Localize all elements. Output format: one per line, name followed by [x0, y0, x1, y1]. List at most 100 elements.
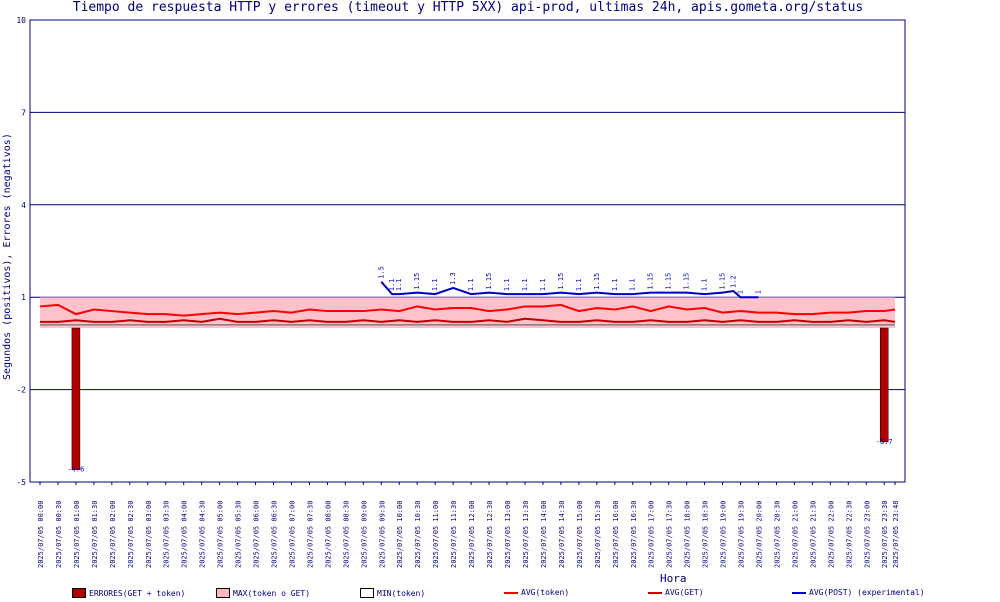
legend-swatch-avg-get	[648, 591, 662, 594]
post-data-label: 1.15	[413, 273, 421, 290]
x-tick-label: 2025/07/05 13:00	[504, 501, 512, 568]
legend-label-avg-token: AVG(token)	[521, 588, 570, 597]
x-tick-label: 2025/07/05 06:00	[253, 501, 261, 568]
y-tick-label: 10	[16, 16, 26, 25]
legend-label-errores: ERRORES(GET + token)	[89, 588, 186, 598]
legend-item-avg-get: AVG(GET)	[648, 588, 704, 597]
x-tick-label: 2025/07/05 09:30	[378, 501, 386, 568]
x-axis-label: Hora	[660, 572, 687, 585]
post-data-label: 1.2	[729, 275, 737, 288]
legend-swatch-errores	[72, 588, 86, 598]
x-tick-label: 2025/07/05 14:00	[540, 501, 548, 568]
x-tick-label: 2025/07/05 00:30	[55, 501, 63, 568]
plot-frame	[29, 19, 906, 483]
series-band-max	[40, 297, 895, 328]
y-tick-label: -2	[16, 386, 26, 395]
x-tick-label: 2025/07/05 19:00	[720, 501, 728, 568]
x-tick-label: 2025/07/05 13:30	[522, 501, 530, 568]
x-tick-label: 2025/07/05 09:00	[360, 501, 368, 568]
x-tick-label: 2025/07/05 18:00	[684, 501, 692, 568]
post-data-label: 1.5	[377, 266, 385, 279]
series-line-2	[40, 317, 896, 323]
post-data-label: 1.15	[557, 273, 565, 290]
x-tick-label: 2025/07/05 18:30	[702, 501, 710, 568]
x-tick-label: 2025/07/05 07:00	[288, 501, 296, 568]
post-data-label: 1.15	[665, 273, 673, 290]
x-tick-label: 2025/07/05 21:30	[809, 501, 817, 568]
x-tick-label: 2025/07/05 02:30	[127, 501, 135, 568]
x-tick-label: 2025/07/05 11:00	[432, 501, 440, 568]
y-tick-label: -5	[16, 478, 26, 487]
x-tick-label: 2025/07/05 06:30	[271, 501, 279, 568]
x-tick-label: 2025/07/05 05:00	[217, 501, 225, 568]
x-tick-label: 2025/07/05 12:00	[468, 501, 476, 568]
y-tick-label: 7	[21, 108, 26, 117]
legend-swatch-avg-token	[504, 591, 518, 594]
post-data-label: 1.1	[629, 278, 637, 291]
x-tick-label: 2025/07/05 22:00	[827, 501, 835, 568]
x-tick-label: 2025/07/05 17:00	[648, 501, 656, 568]
x-tick-label: 2025/07/05 03:00	[145, 501, 153, 568]
x-tick-label: 2025/07/05 14:30	[558, 501, 566, 568]
post-data-label: 1.1	[395, 278, 403, 291]
legend-label-max: MAX(token o GET)	[233, 588, 311, 598]
x-tick-label: 2025/07/05 23:48	[892, 501, 900, 568]
x-tick-label: 2025/07/05 10:00	[396, 501, 404, 568]
error-bar-label: -4.6	[67, 466, 84, 474]
legend-label-avg-post: AVG(POST) (experimental)	[809, 588, 925, 597]
y-tick-label: 4	[21, 201, 26, 210]
x-tick-label: 2025/07/05 21:00	[791, 501, 799, 568]
legend-swatch-avg-post	[792, 591, 806, 594]
post-data-label: 1.1	[521, 278, 529, 291]
x-tick-label: 2025/07/05 08:30	[342, 501, 350, 568]
x-tick-label: 2025/07/05 08:00	[324, 501, 332, 568]
x-tick-label: 2025/07/05 04:00	[181, 501, 189, 568]
x-tick-label: 2025/07/05 16:30	[630, 501, 638, 568]
legend-swatch-max	[216, 588, 230, 598]
x-tick-label: 2025/07/05 05:30	[235, 501, 243, 568]
post-data-label: 1.15	[593, 273, 601, 290]
post-data-label: 1.1	[388, 278, 396, 291]
chart-title: Tiempo de respuesta HTTP y errores (time…	[72, 0, 864, 15]
post-data-label: 1.15	[719, 273, 727, 290]
error-bar-label: -3.7	[876, 438, 893, 446]
x-tick-label: 2025/07/05 10:30	[414, 501, 422, 568]
post-data-label: 1.1	[503, 278, 511, 291]
post-data-label: 1.1	[575, 278, 583, 291]
x-tick-label: 2025/07/05 03:30	[163, 501, 171, 568]
post-data-label: 1.3	[449, 272, 457, 285]
legend-item-max: MAX(token o GET)	[216, 588, 310, 598]
legend-label-min: MIN(token)	[377, 588, 426, 598]
x-tick-label: 2025/07/05 15:30	[594, 501, 602, 568]
x-tick-label: 2025/07/05 17:30	[666, 501, 674, 568]
x-tick-label: 2025/07/05 12:30	[486, 501, 494, 568]
x-tick-label: 2025/07/05 15:00	[576, 501, 584, 568]
x-tick-label: 2025/07/05 23:00	[863, 501, 871, 568]
x-tick-label: 2025/07/05 04:30	[199, 501, 207, 568]
legend-item-min: MIN(token)	[360, 588, 425, 598]
post-data-label: 1.1	[611, 278, 619, 291]
x-tick-label: 2025/07/05 01:00	[73, 501, 81, 568]
legend-swatch-min	[360, 588, 374, 598]
legend-label-avg-get: AVG(GET)	[665, 588, 704, 597]
x-tick-label: 2025/07/05 22:30	[845, 501, 853, 568]
x-tick-label: 2025/07/05 01:30	[91, 501, 99, 568]
post-data-label: 1.1	[701, 278, 709, 291]
x-tick-label: 2025/07/05 02:00	[109, 501, 117, 568]
legend-item-errores: ERRORES(GET + token)	[72, 588, 185, 598]
x-tick-label: 2025/07/05 11:30	[450, 501, 458, 568]
post-data-label: 1.1	[431, 278, 439, 291]
legend-item-avg-token: AVG(token)	[504, 588, 569, 597]
error-bar	[879, 327, 889, 443]
x-tick-label: 2025/07/05 16:00	[612, 501, 620, 568]
x-tick-label: 2025/07/05 20:30	[773, 501, 781, 568]
series-line-3	[380, 281, 759, 299]
post-data-label: 1.15	[485, 273, 493, 290]
error-bar	[71, 327, 81, 470]
x-tick-label: 2025/07/05 07:30	[306, 501, 314, 568]
post-data-label: 1.15	[683, 273, 691, 290]
x-tick-label: 2025/07/05 20:00	[755, 501, 763, 568]
post-data-label: 1.1	[539, 278, 547, 291]
x-tick-label: 2025/07/05 19:30	[738, 501, 746, 568]
